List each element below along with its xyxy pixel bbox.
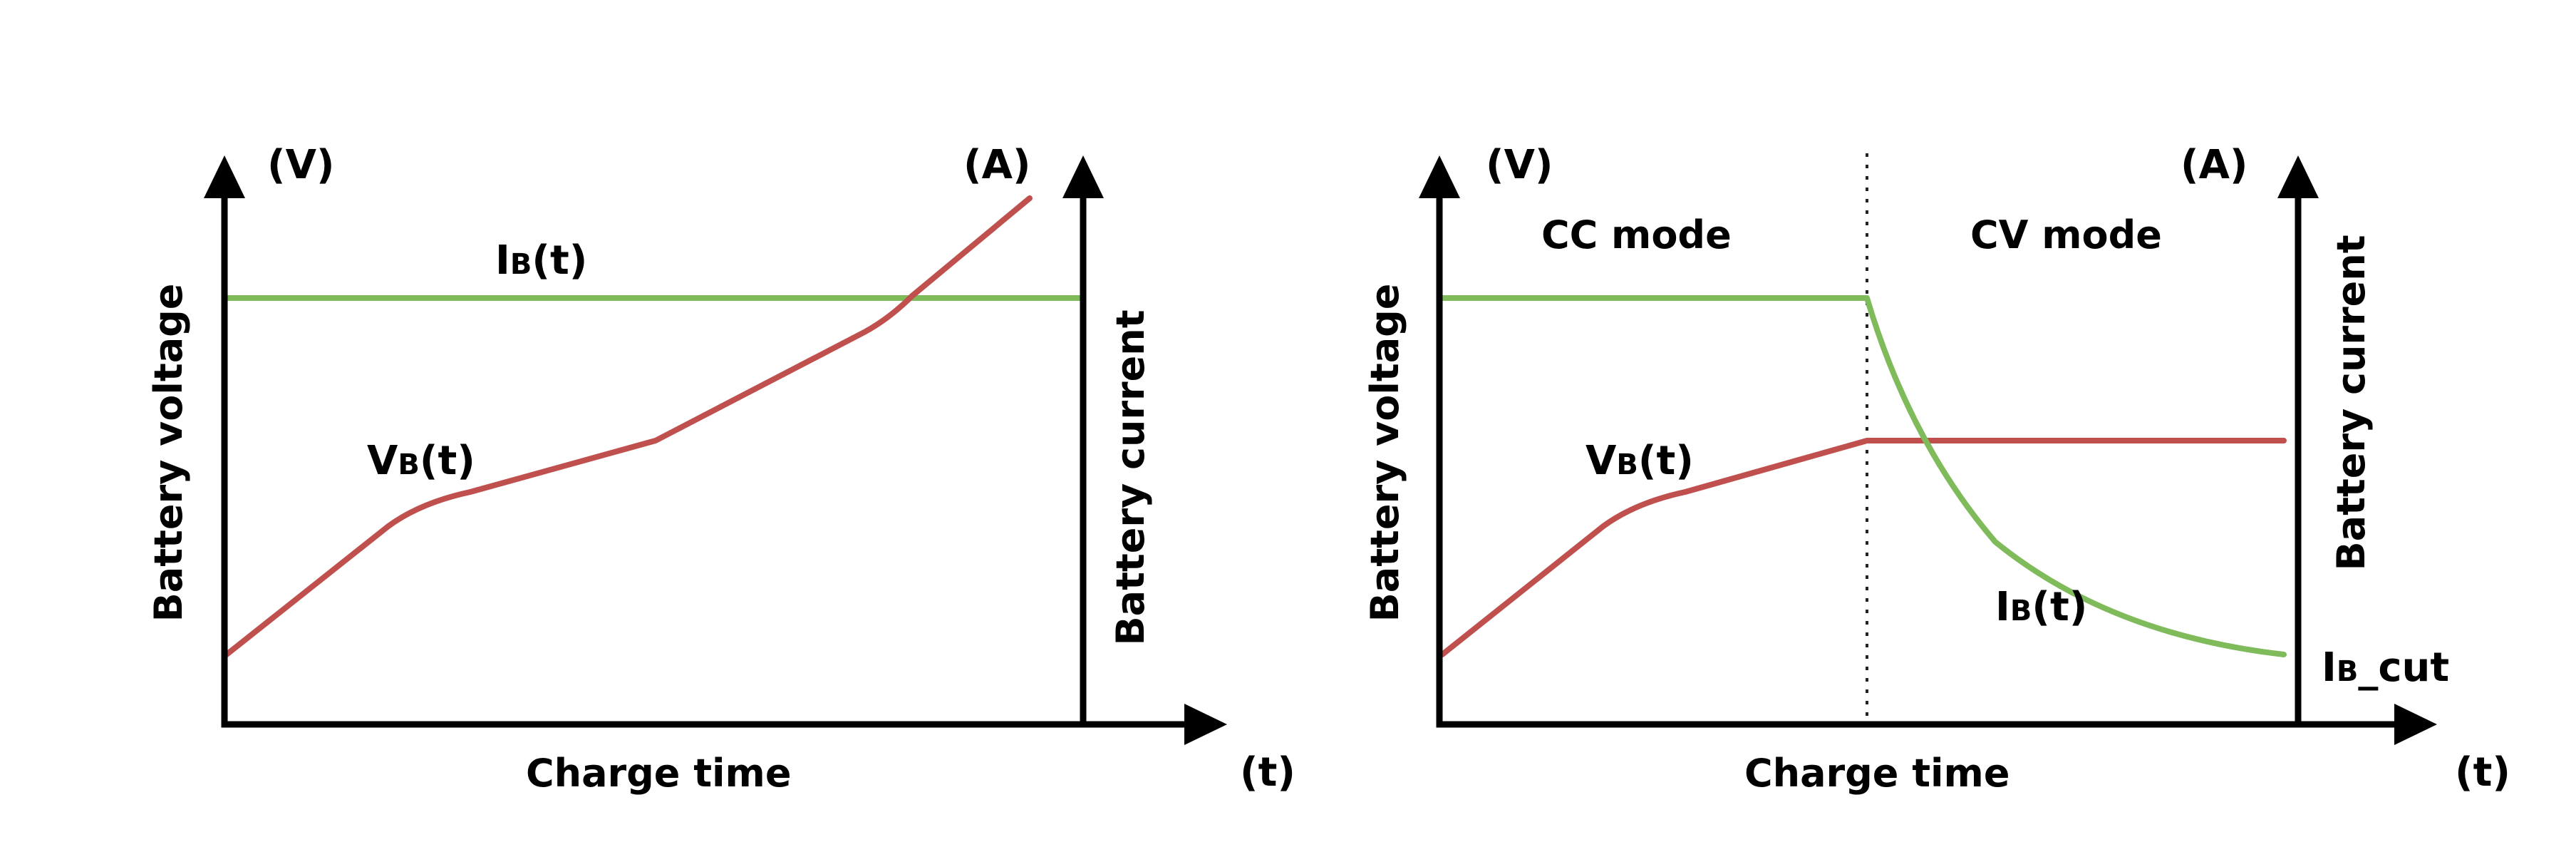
cv-mode-label: CV mode bbox=[1970, 212, 2162, 257]
right-current-curve bbox=[1439, 295, 2287, 657]
left-current-unit: (A) bbox=[963, 142, 1031, 188]
right-y-axis-current-arrow bbox=[2277, 155, 2319, 198]
left-y-axis-current-arrow bbox=[1062, 155, 1104, 198]
left-voltage-unit: (V) bbox=[267, 142, 335, 188]
right-y-axis-voltage-label: Battery voltage bbox=[1362, 284, 1407, 622]
right-voltage-curve bbox=[1439, 438, 2287, 657]
right-x-axis-label: Charge time bbox=[1744, 751, 2009, 796]
left-y-axis-current-label: Battery current bbox=[1108, 309, 1153, 645]
right-y-axis-current-label: Battery current bbox=[2329, 235, 2374, 570]
right-current-curve-label: IB(t) bbox=[1995, 584, 2087, 630]
left-x-axis-label: Charge time bbox=[526, 751, 791, 796]
left-voltage-curve-label: VB(t) bbox=[367, 438, 475, 484]
right-x-axis-arrow bbox=[2394, 704, 2437, 745]
right-y-axis-voltage-arrow bbox=[1419, 155, 1460, 198]
left-time-unit: (t) bbox=[1240, 749, 1295, 796]
right-voltage-unit: (V) bbox=[1486, 142, 1553, 188]
right-voltage-curve-label: VB(t) bbox=[1586, 438, 1694, 484]
right-chart: (V) (A) (t) CC mode CV mode Charge time … bbox=[1362, 142, 2510, 796]
current-cutoff-label: IB_cut bbox=[2322, 645, 2449, 691]
left-x-axis-arrow bbox=[1184, 704, 1227, 745]
cc-mode-label: CC mode bbox=[1541, 212, 1732, 257]
right-time-unit: (t) bbox=[2455, 749, 2510, 796]
left-current-curve-label: IB(t) bbox=[495, 237, 587, 284]
left-chart: (V) (A) (t) Charge time Battery voltage … bbox=[146, 142, 1295, 796]
right-current-unit: (A) bbox=[2181, 142, 2248, 188]
left-voltage-curve bbox=[224, 195, 1033, 657]
left-y-axis-voltage-label: Battery voltage bbox=[146, 284, 191, 622]
left-y-axis-voltage-arrow bbox=[204, 155, 245, 198]
